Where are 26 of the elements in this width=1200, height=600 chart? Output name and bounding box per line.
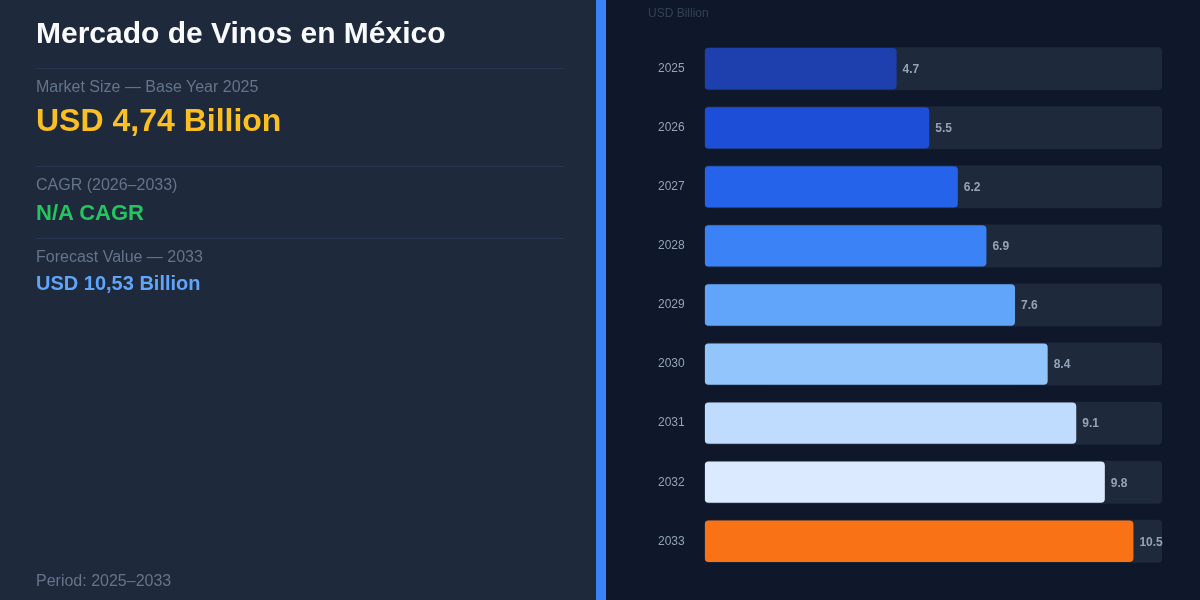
data-label: 9.1	[1082, 416, 1100, 431]
y-tick-label: 2030	[657, 356, 686, 371]
text: CAGR (2026–2033)	[36, 176, 178, 194]
data-label: 8.4	[1053, 357, 1071, 372]
y-tick-label: 2031	[657, 415, 686, 430]
y-tick-label: 2026	[657, 120, 686, 135]
data-label: 10.5	[1139, 534, 1164, 549]
text: USD 10,53 Billion	[36, 272, 201, 295]
data-label: 9.8	[1110, 475, 1128, 490]
text: Forecast Value — 2033	[36, 248, 203, 266]
text: Mercado de Vinos en México	[36, 16, 446, 50]
data-label: 4.7	[902, 62, 920, 77]
text: N/A CAGR	[36, 200, 144, 226]
y-tick-label: 2032	[657, 474, 686, 489]
y-tick-label: 2025	[657, 61, 686, 76]
data-label: 6.9	[992, 239, 1010, 254]
y-tick-label: 2027	[657, 179, 686, 194]
text: Market Size — Base Year 2025	[36, 78, 259, 96]
y-tick-label: 2033	[657, 533, 686, 548]
data-label: 7.6	[1021, 298, 1039, 313]
text: Period: 2025–2033	[36, 572, 172, 590]
data-label: 6.2	[963, 180, 981, 195]
y-tick-label: 2029	[657, 297, 686, 312]
text: USD 4,74 Billion	[36, 102, 282, 139]
data-label: 5.5	[935, 121, 953, 136]
y-tick-label: 2028	[657, 238, 686, 253]
